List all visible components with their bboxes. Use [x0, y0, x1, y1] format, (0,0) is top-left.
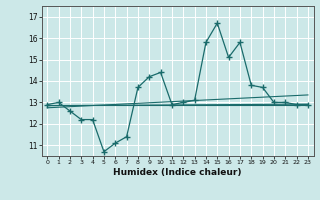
X-axis label: Humidex (Indice chaleur): Humidex (Indice chaleur)	[113, 168, 242, 177]
